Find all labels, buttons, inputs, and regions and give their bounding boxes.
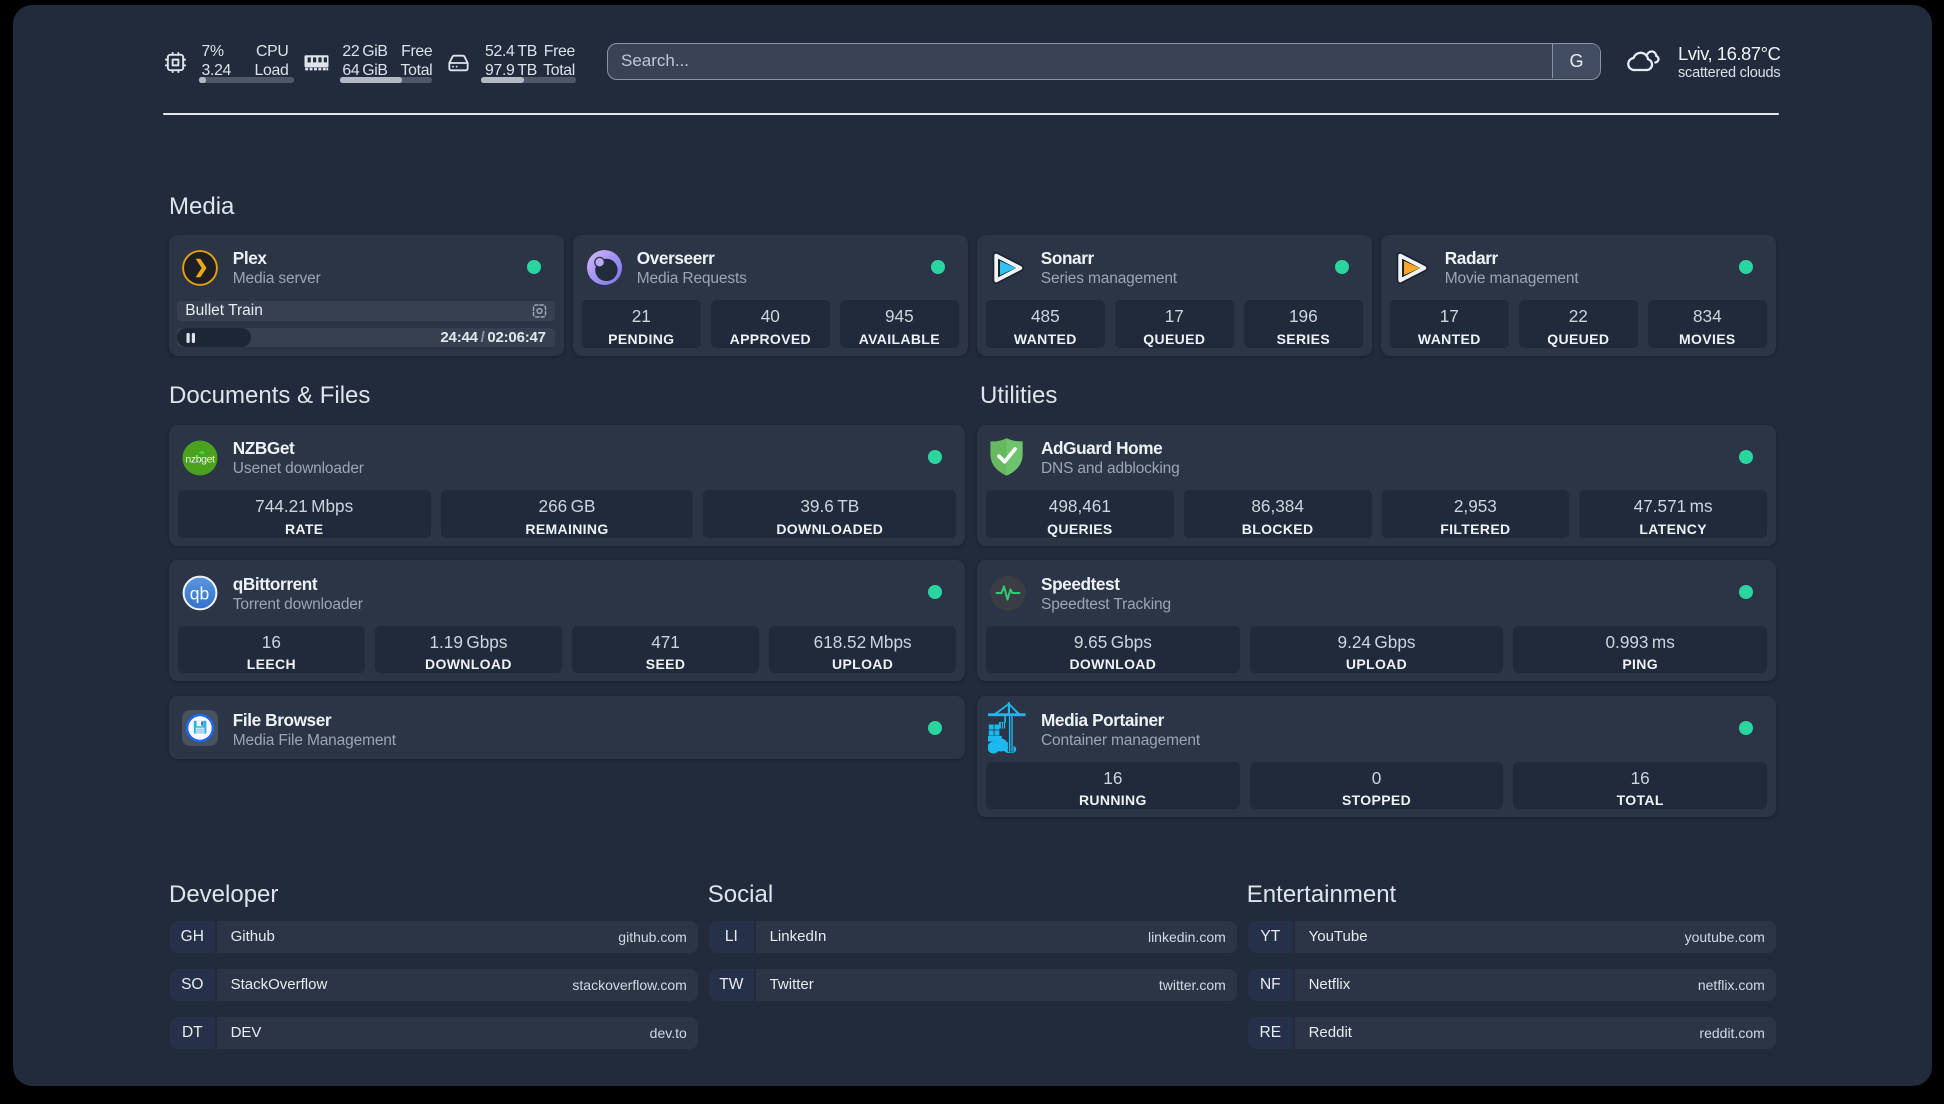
svg-text:nzbget: nzbget [185,453,215,465]
svg-text:qb: qb [190,584,209,604]
